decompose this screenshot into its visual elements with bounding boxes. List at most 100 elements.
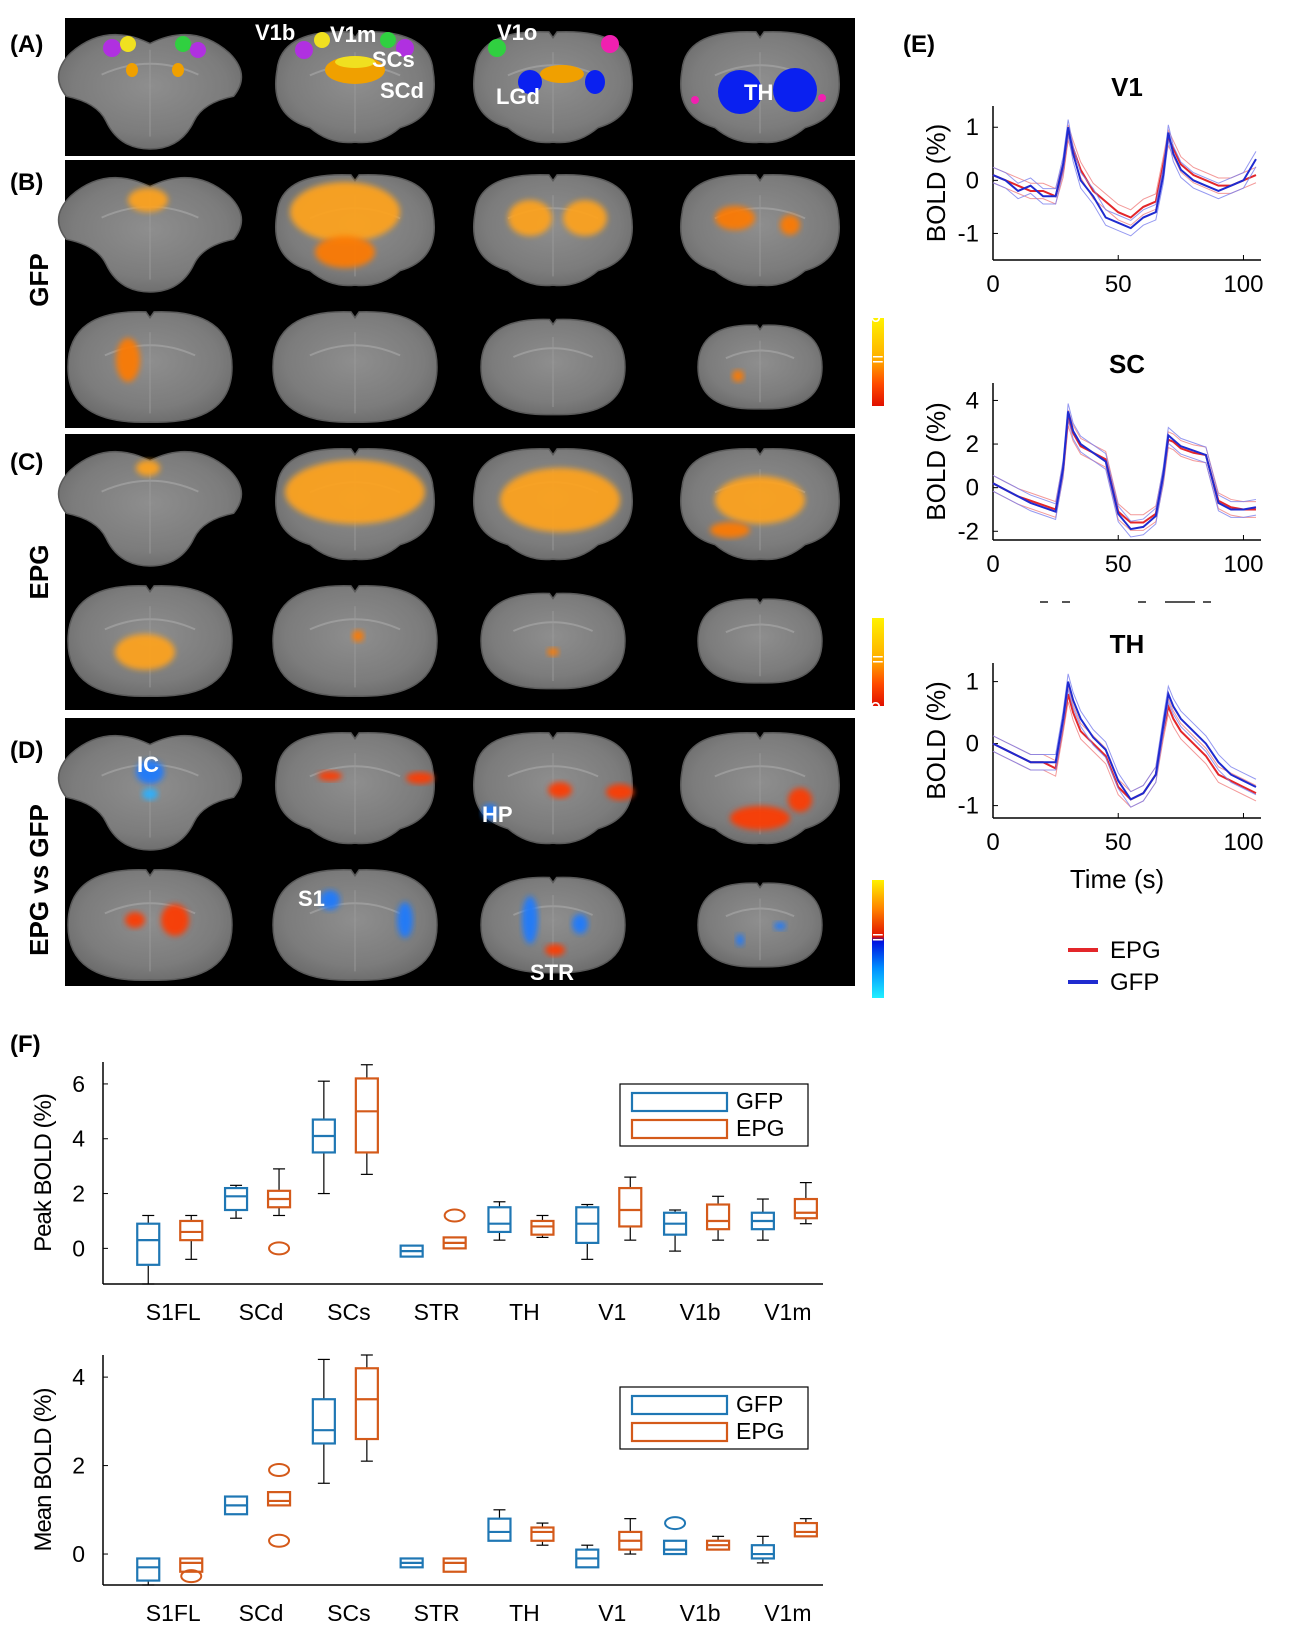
box-outlier bbox=[180, 1569, 203, 1584]
atlas-roi-13 bbox=[601, 35, 619, 53]
colorbar-gfp bbox=[872, 318, 884, 406]
atlas-label-th: TH bbox=[744, 80, 773, 105]
legend-label-gfp: GFP bbox=[736, 1088, 783, 1114]
series-error-epg bbox=[992, 425, 1256, 531]
series-line-gfp bbox=[992, 681, 1257, 801]
legend-label-gfp: GFP bbox=[736, 1391, 783, 1417]
timecourse-title: V1 bbox=[1111, 72, 1143, 102]
colorbar-gfp-mid: = bbox=[872, 349, 884, 371]
atlas-roi-17 bbox=[718, 70, 762, 114]
activation-epg-0 bbox=[136, 460, 160, 476]
legend-label-epg: EPG bbox=[736, 1115, 785, 1141]
activation-gfp-1 bbox=[290, 182, 400, 242]
box-epg-th bbox=[530, 1214, 555, 1239]
timecourse-sc: SC 4 2 0 -2 0 50 100 BOLD (%) bbox=[921, 349, 1263, 578]
activation-diff-3 bbox=[318, 771, 342, 781]
colorbar-epg-min: 0 bbox=[870, 699, 881, 721]
panel-d-diff bbox=[57, 718, 855, 986]
y-tick-label: 1 bbox=[966, 669, 979, 696]
box-gfp-s1fl bbox=[136, 1214, 161, 1285]
atlas-roi-12 bbox=[488, 39, 506, 57]
activation-gfp-0 bbox=[128, 188, 168, 212]
timecourse-v1: V1 1 0 -1 0 50 100 BOLD (%) bbox=[921, 72, 1263, 298]
x-tick-label: 0 bbox=[986, 829, 999, 856]
x-tick-label: 100 bbox=[1223, 271, 1263, 298]
atlas-roi-5 bbox=[172, 63, 184, 77]
timecourse-title: SC bbox=[1109, 349, 1145, 379]
activation-epg-7 bbox=[547, 648, 559, 656]
x-tick-label: 0 bbox=[986, 551, 999, 578]
y-tick-label: 0 bbox=[966, 475, 979, 502]
atlas-roi-18 bbox=[773, 68, 817, 112]
box-iqr bbox=[530, 1526, 555, 1542]
box-iqr bbox=[487, 1206, 512, 1234]
x-tick-label: 50 bbox=[1105, 551, 1132, 578]
x-axis-label: Time (s) bbox=[1070, 864, 1164, 894]
box-gfp-v1m bbox=[750, 1535, 775, 1564]
activation-diff-16 bbox=[774, 922, 786, 930]
series-error-gfp bbox=[992, 419, 1257, 538]
atlas-roi-0 bbox=[103, 39, 121, 57]
boxplot-mean: 4 2 0 Mean BOLD (%) S1FL SCd SCs STR TH V1 V1b V1m G… bbox=[30, 1354, 823, 1626]
boxplot-peak: 6 4 2 0 Peak BOLD (%) S1FL SCd SCs STR TH V1 V1b V1m… bbox=[30, 1062, 823, 1325]
atlas-roi-9 bbox=[396, 39, 414, 57]
y-tick-label: 0 bbox=[72, 1235, 85, 1261]
box-epg-scs bbox=[354, 1064, 379, 1175]
y-tick-label: 1 bbox=[966, 114, 979, 141]
colorbar-epg-max: 6 bbox=[870, 595, 881, 617]
box-iqr bbox=[354, 1367, 379, 1441]
y-axis-label: Mean BOLD (%) bbox=[30, 1388, 57, 1551]
box-epg-scs bbox=[354, 1354, 379, 1462]
atlas-label-v1b: V1b bbox=[255, 20, 295, 45]
box-gfp-scd bbox=[223, 1184, 249, 1219]
boxplot-legend bbox=[619, 1083, 809, 1147]
atlas-roi-20 bbox=[818, 94, 826, 102]
box-epg-s1fl bbox=[179, 1214, 204, 1260]
atlas-label-v1m: V1m bbox=[330, 22, 376, 47]
y-axis-label: BOLD (%) bbox=[921, 402, 951, 520]
box-epg-v1 bbox=[618, 1176, 643, 1241]
box-gfp-v1b bbox=[662, 1209, 688, 1252]
atlas-roi-11 bbox=[335, 56, 375, 68]
atlas-roi-1 bbox=[120, 36, 136, 52]
series-error-epg bbox=[992, 140, 1257, 226]
series-error-gfp bbox=[992, 134, 1257, 237]
region-label-ic: IC bbox=[137, 752, 159, 777]
activation-diff-2 bbox=[406, 772, 434, 784]
box-outlier bbox=[664, 1516, 687, 1531]
region-label-hp: HP bbox=[482, 802, 513, 827]
box-iqr bbox=[311, 1398, 336, 1445]
y-tick-label: -1 bbox=[958, 220, 979, 247]
box-epg-str bbox=[442, 1557, 467, 1573]
atlas-roi-6 bbox=[295, 41, 313, 59]
series-error-gfp bbox=[992, 689, 1257, 808]
y-tick-label: 4 bbox=[72, 1364, 85, 1390]
series-error-epg bbox=[992, 124, 1257, 211]
box-epg-s1fl bbox=[179, 1557, 204, 1584]
colorbar-diff bbox=[872, 880, 884, 998]
box-outlier bbox=[268, 1241, 291, 1256]
box-outlier bbox=[268, 1463, 291, 1477]
x-tick-label: V1 bbox=[598, 1299, 626, 1325]
activation-diff-8 bbox=[482, 804, 498, 820]
panel-label-a: (A) bbox=[10, 31, 43, 58]
atlas-roi-8 bbox=[380, 32, 396, 48]
x-tick-label: S1FL bbox=[146, 1299, 201, 1325]
legend-swatch-gfp bbox=[630, 1394, 729, 1416]
box-gfp-scs bbox=[311, 1080, 336, 1195]
series-error-epg bbox=[992, 686, 1257, 793]
y-axis-label: BOLD (%) bbox=[921, 681, 951, 799]
box-epg-scd bbox=[266, 1463, 292, 1548]
row-label-gfp: GFP bbox=[24, 253, 54, 306]
series-line-epg bbox=[992, 417, 1256, 524]
box-gfp-th bbox=[487, 1201, 512, 1241]
activation-epg-4 bbox=[710, 522, 750, 538]
x-tick-label: SCd bbox=[239, 1600, 284, 1626]
box-outlier bbox=[268, 1533, 291, 1548]
box-epg-v1b bbox=[705, 1535, 731, 1551]
colorbar-epg-mid: = bbox=[872, 649, 884, 671]
series-error-gfp bbox=[992, 119, 1257, 222]
atlas-roi-15 bbox=[585, 70, 605, 94]
